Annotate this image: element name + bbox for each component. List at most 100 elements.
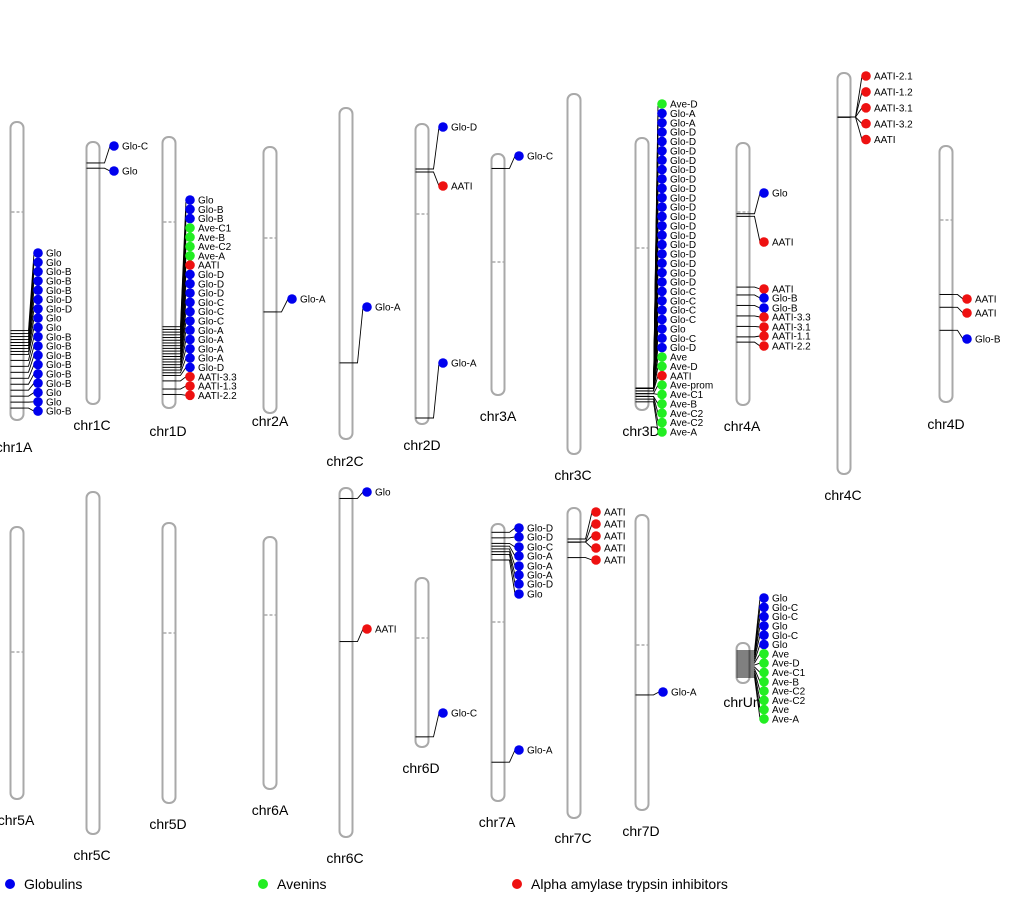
- leader-line: [428, 362, 440, 419]
- gene-label: Glo-B: [46, 332, 72, 343]
- gene-dot: [185, 269, 195, 280]
- chromosome-label: chrUn: [723, 694, 760, 710]
- gene-dot: [657, 183, 667, 194]
- gene-label: Glo: [772, 594, 788, 605]
- chromosome-body: [938, 145, 954, 403]
- gene-dot: [438, 708, 448, 718]
- chromosome-body: [414, 123, 430, 425]
- gene-dot: [185, 278, 195, 289]
- gene-dot: [33, 304, 43, 314]
- gene-marker: Ave-C2: [736, 670, 806, 698]
- gene-label: Glo-D: [670, 193, 696, 204]
- gene-dot: [514, 579, 524, 589]
- gene-dot: [759, 667, 769, 678]
- gene-marker: Ave-D: [736, 658, 800, 670]
- gene-label: Glo: [122, 167, 138, 178]
- gene-dot: [657, 295, 667, 306]
- chromosome-chr4C: chr4C AATI-2.1 AATI-1.2 AATI-3.1 AATI-3.2 AAT…: [824, 71, 913, 503]
- chromosome-chr2D: chr2D Glo-D AATI Glo-A: [403, 122, 477, 453]
- gene-label: AATI-2.2: [198, 391, 237, 402]
- gene-dot: [514, 151, 524, 161]
- gene-marker: AATI: [339, 624, 396, 643]
- gene-dot: [657, 164, 667, 175]
- gene-marker: Glo: [10, 397, 62, 408]
- gene-label: Glo-D: [670, 343, 696, 354]
- chromosome-chr6C: chr6C Glo AATI: [326, 487, 396, 866]
- gene-marker: Glo-A: [162, 344, 224, 371]
- gene-label: Glo-B: [975, 335, 1001, 346]
- gene-label: Glo-D: [46, 295, 72, 306]
- gene-label: Glo-D: [670, 146, 696, 157]
- gene-label: Glo-C: [772, 631, 798, 642]
- gene-label: Glo: [46, 258, 62, 269]
- gene-dot: [185, 204, 195, 215]
- gene-marker: Glo: [736, 621, 788, 658]
- gene-label: Glo-C: [670, 296, 696, 307]
- gene-dot: [514, 542, 524, 552]
- gene-label: Glo-A: [527, 571, 553, 582]
- leader-line: [749, 668, 761, 682]
- gene-label: AATI-2.1: [874, 72, 913, 83]
- gene-label: Glo-C: [772, 603, 798, 614]
- gene-marker: Glo-D: [10, 294, 72, 346]
- leader-line: [23, 327, 35, 355]
- gene-label: Ave-D: [772, 659, 800, 670]
- leader-line: [749, 662, 761, 666]
- gene-dot: [657, 221, 667, 231]
- gene-dot: [109, 166, 119, 176]
- chromosome-body: [414, 577, 430, 748]
- gene-dot: [185, 223, 195, 233]
- chromosome-body: [338, 487, 354, 838]
- gene-marker: Glo-A: [491, 545, 553, 563]
- gene-dot: [759, 341, 769, 351]
- leader-line: [504, 527, 516, 533]
- gene-dot: [962, 294, 972, 304]
- gene-label: AATI-3.1: [874, 103, 913, 114]
- chromosome-chr1A: chr1AGloGloGlo-BGlo-BGlo-BGlo-DGlo-DGloG…: [0, 121, 72, 455]
- chromosome-chrUn: chrUnGloGlo-CGlo-CGloGlo-CGloAveAve-DAve…: [723, 593, 806, 726]
- gene-dot: [657, 202, 667, 212]
- gene-marker: AATI: [415, 171, 472, 193]
- leader-line: [580, 557, 593, 561]
- leader-line: [850, 116, 863, 140]
- leader-line: [749, 286, 761, 290]
- gene-label: AATI: [772, 238, 793, 249]
- legend-swatch: [5, 879, 15, 889]
- gene-label: Glo-A: [375, 303, 401, 314]
- gene-dot: [33, 387, 43, 398]
- gene-label: Ave-C2: [772, 687, 806, 698]
- leader-line: [23, 345, 35, 367]
- gene-dot: [657, 324, 667, 334]
- leader-line: [23, 355, 35, 373]
- chromosome-chr2C: chr2C Glo-A: [326, 107, 401, 469]
- leader-line: [749, 653, 761, 664]
- chromosome-body: [161, 522, 177, 804]
- gene-label: Glo-B: [772, 294, 798, 305]
- gene-label: AATI: [604, 532, 625, 543]
- leader-line: [504, 542, 516, 548]
- gene-label: Glo: [46, 323, 62, 334]
- gene-dot: [759, 312, 769, 322]
- gene-label: Ave: [670, 353, 687, 364]
- gene-marker: Ave: [736, 649, 789, 664]
- gene-dot: [109, 141, 119, 151]
- gene-label: Glo-D: [670, 165, 696, 176]
- gene-label: AATI: [604, 520, 625, 531]
- gene-marker: Glo: [491, 559, 543, 601]
- gene-dot: [185, 241, 195, 252]
- chromosome-label: chr2A: [252, 413, 289, 429]
- gene-dot: [657, 314, 667, 325]
- leader-line: [749, 325, 761, 328]
- leader-line: [850, 91, 863, 118]
- chromosome-body: [490, 153, 506, 396]
- gene-label: AATI-2.2: [772, 342, 811, 353]
- gene-label: Glo-D: [670, 250, 696, 261]
- gene-label: Glo-B: [46, 370, 72, 381]
- gene-marker: Glo-C: [491, 542, 553, 554]
- leader-line: [504, 545, 516, 557]
- leader-line: [175, 348, 187, 371]
- leader-line: [504, 536, 516, 539]
- gene-dot: [185, 306, 195, 317]
- gene-label: Glo-D: [670, 212, 696, 223]
- leader-line: [175, 339, 187, 368]
